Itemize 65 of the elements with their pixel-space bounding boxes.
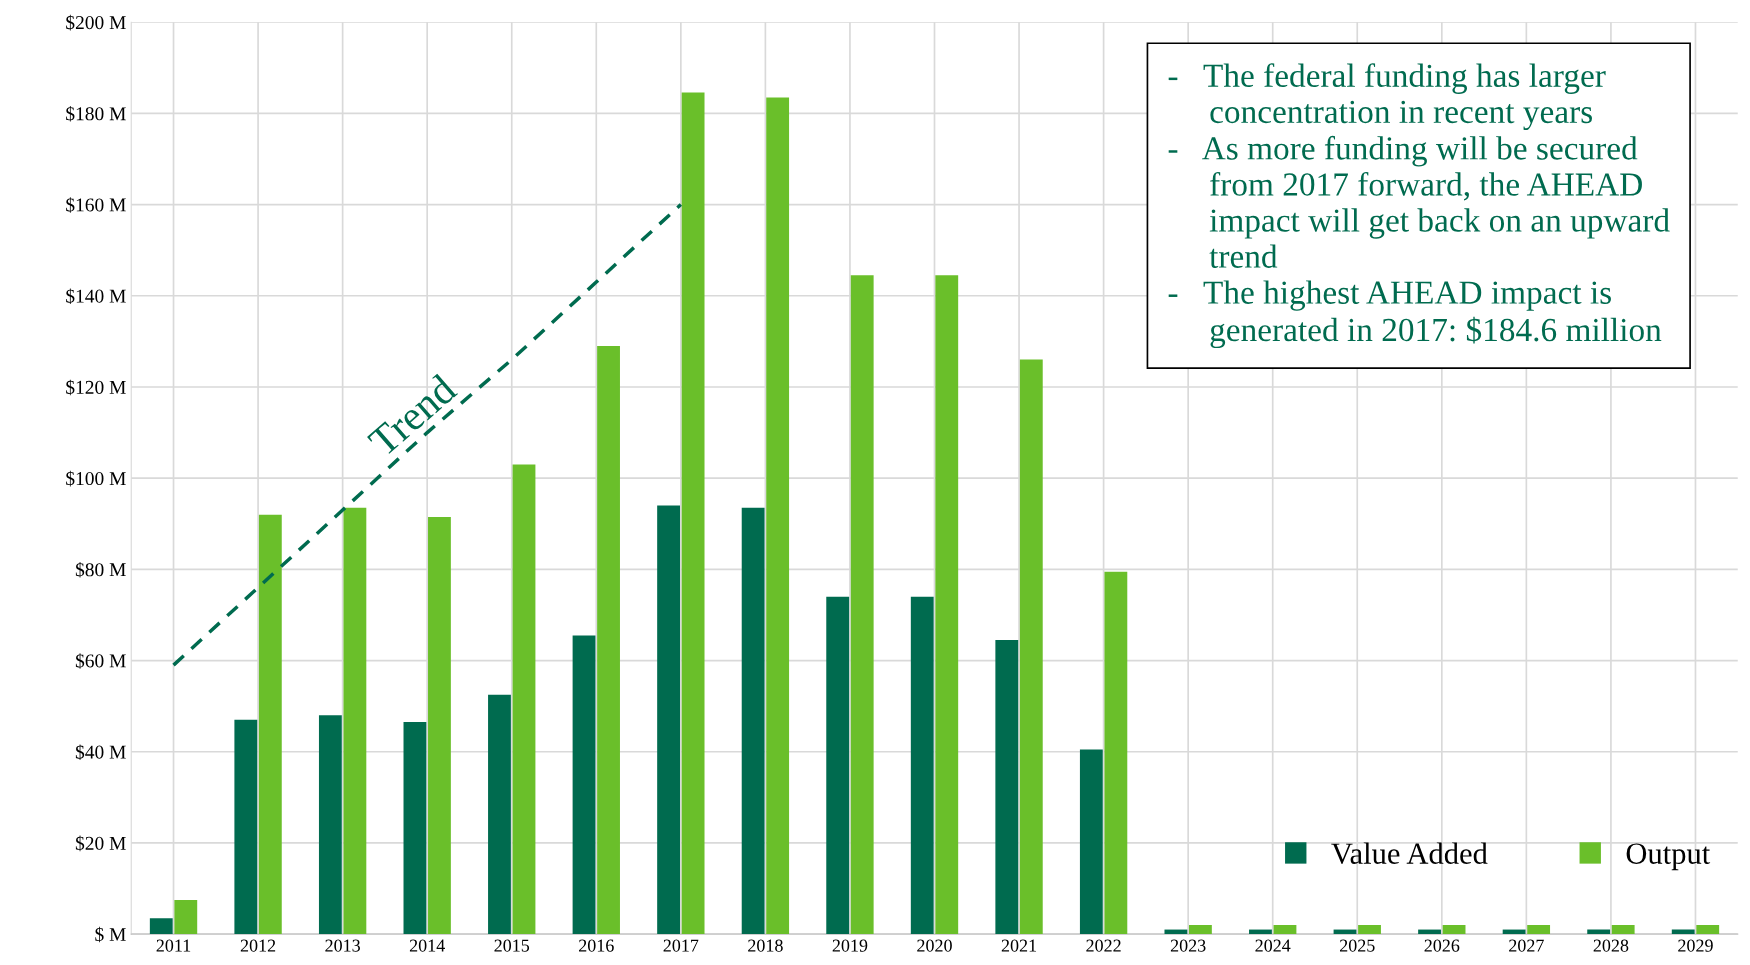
x-tick-label: 2011 [156,939,191,952]
bar [572,635,596,935]
bar [935,275,959,935]
bar [910,596,934,935]
x-tick-label: 2021 [1001,939,1037,952]
y-tick-label: $20 M [75,835,126,852]
y-tick-label: $140 M [66,288,126,304]
x-tick-label: 2013 [325,939,360,952]
y-tick-label: $160 M [66,197,126,213]
bar [488,694,511,935]
bar [174,899,198,935]
bar [850,275,874,935]
bar [318,715,342,935]
bar [766,97,790,935]
y-tick-label: $ M [95,926,126,943]
y-tick-label: $180 M [66,106,126,122]
x-tick-label: 2012 [240,939,276,952]
bar [597,345,620,935]
x-tick-label: 2014 [409,939,445,952]
bar [1527,925,1551,935]
bar [1019,359,1043,935]
y-tick-label: $120 M [66,379,126,396]
x-tick-label: 2024 [1255,939,1291,952]
bar [1611,925,1635,935]
x-tick-label: 2019 [832,939,868,952]
bar [1358,925,1381,935]
legend-label: Output [1626,843,1711,871]
bar [1696,925,1720,935]
bar [512,464,536,935]
bar [1442,925,1466,935]
x-tick-label: 2016 [579,939,614,952]
bar [1104,571,1128,935]
x-tick-label: 2028 [1593,939,1629,952]
y-tick-label: $40 M [75,744,126,760]
x-tick-label: 2029 [1678,939,1713,952]
bar [826,596,850,935]
x-tick-label: 2018 [748,939,783,952]
bar [149,918,173,935]
legend-label: Value Added [1331,842,1488,865]
x-tick-label: 2027 [1509,939,1544,952]
x-tick-label: 2023 [1170,939,1206,952]
y-tick-label: $200 M [66,14,126,31]
y-tick-label: $100 M [66,470,126,487]
x-tick-label: 2022 [1086,939,1121,952]
annotation: - The federal funding has larger concentration in recent years - As more funding will be secured from 2017 forward, the AHEAD impact will get back on an upward trend - The highest AHEAD impact is generated in 2017: $184.6 million [1168,63,1670,349]
bar [681,92,705,935]
bar [1079,749,1103,935]
x-tick-label: 2026 [1424,939,1460,952]
bar [258,514,282,935]
bar [741,507,765,935]
bar [1273,925,1297,935]
x-tick-label: 2017 [663,939,699,952]
line-series [171,202,683,667]
bar [403,722,427,935]
bar [1189,925,1212,935]
bar [428,516,451,935]
bar [995,640,1019,935]
bar [343,507,367,935]
x-tick-label: 2025 [1340,939,1375,952]
y-tick-label: $60 M [75,653,126,669]
bar [657,505,680,935]
x-tick-label: 2015 [494,939,530,952]
y-tick-label: $80 M [75,562,126,578]
bar [234,719,258,935]
x-tick-label: 2020 [917,939,952,952]
